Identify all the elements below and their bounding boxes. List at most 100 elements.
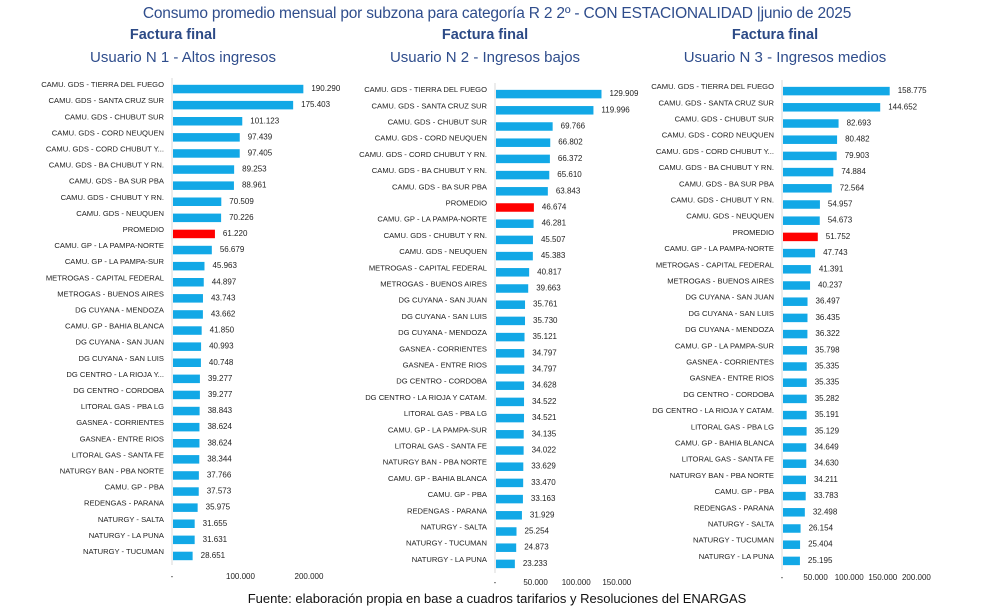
category-label: CAMU. GP - BAHIA BLANCA (65, 322, 165, 331)
category-label: CAMU. GDS - TIERRA DEL FUEGO (41, 80, 164, 89)
value-label: 51.752 (826, 232, 851, 241)
category-label: CAMU. GP - BAHIA BLANCA (388, 474, 488, 483)
bar (173, 487, 199, 496)
x-tick-label: 200.000 (295, 572, 324, 581)
category-label: DG CENTRO - CORDOBA (683, 390, 775, 399)
bar (496, 300, 526, 309)
bar (783, 524, 801, 533)
value-label: 38.624 (207, 422, 232, 431)
category-label: CAMU. GDS - SANTA CRUZ SUR (372, 101, 488, 110)
bar (783, 540, 801, 549)
value-label: 82.693 (847, 119, 872, 128)
panel-3-subtitle: Usuario N 3 - Ingresos medios (683, 49, 887, 66)
category-label: DG CENTRO - LA RIOJA Y... (66, 370, 164, 379)
value-label: 37.573 (207, 487, 232, 496)
bar (783, 491, 806, 501)
category-label: DG CUYANA - MENDOZA (685, 325, 775, 334)
bar (783, 86, 890, 96)
bar (173, 455, 200, 464)
value-label: 33.470 (531, 478, 556, 487)
category-label: GASNEA - ENTRE RIOS (403, 361, 487, 370)
category-label: LITORAL GAS - PBA LG (691, 422, 774, 431)
category-label: DG CENTRO - LA RIOJA Y CATAM. (652, 406, 774, 415)
value-label: 66.372 (558, 154, 583, 163)
bar (173, 117, 243, 126)
bar (496, 284, 529, 293)
value-label: 35.121 (533, 332, 558, 341)
bar (173, 358, 201, 367)
bar (173, 374, 200, 384)
category-label: CAMU. GDS - BA CHUBUT Y RN. (659, 163, 774, 172)
main-title: Consumo promedio mensual por subzona par… (142, 5, 852, 22)
value-label: 34.522 (532, 397, 557, 406)
bar (496, 187, 548, 196)
bar (173, 503, 198, 512)
category-label: CAMU. GDS - CHUBUT Y RN. (384, 231, 487, 240)
category-label: NATURGY - TUCUMAN (406, 539, 487, 548)
bar (496, 235, 533, 245)
value-label: 46.674 (542, 203, 567, 212)
bar (173, 278, 204, 287)
value-label: 38.344 (207, 454, 232, 463)
value-label: 38.624 (207, 438, 232, 447)
bar (173, 551, 193, 561)
bar (783, 265, 811, 274)
category-label: DG CUYANA - SAN LUIS (78, 354, 164, 363)
category-label: DG CUYANA - MENDOZA (398, 328, 488, 337)
value-label: 36.322 (815, 329, 840, 338)
value-label: 25.254 (525, 527, 550, 536)
value-label: 39.277 (208, 374, 233, 383)
bar (496, 478, 524, 488)
source-footnote: Fuente: elaboración propia en base a cua… (247, 591, 747, 606)
category-label: DG CUYANA - SAN JUAN (76, 338, 164, 347)
x-tick-label: - (781, 573, 784, 582)
category-label: METROGAS - BUENOS AIRES (380, 280, 487, 289)
value-label: 54.673 (828, 216, 853, 225)
value-label: 28.651 (201, 551, 226, 560)
panel-1-title: Factura final (129, 27, 217, 43)
bar (783, 556, 800, 566)
x-tick-label: 150.000 (868, 573, 897, 582)
bar (173, 422, 200, 432)
value-label: 35.129 (815, 426, 840, 435)
bar-promedio (496, 203, 534, 212)
category-label: CAMU. GP - LA PAMPA-NORTE (377, 215, 487, 224)
x-tick-label: - (494, 578, 497, 587)
bar (783, 216, 820, 225)
bar (496, 430, 524, 439)
category-label: CAMU. GP - LA PAMPA-NORTE (664, 244, 774, 253)
category-label: LITORAL GAS - SANTA FE (72, 450, 164, 459)
category-label: CAMU. GP - LA PAMPA-SUR (675, 341, 775, 350)
bar (173, 439, 200, 448)
value-label: 34.211 (814, 475, 838, 484)
category-label: LITORAL GAS - SANTA FE (682, 455, 774, 464)
bar (173, 326, 202, 335)
bar (783, 135, 838, 144)
category-label: CAMU. GDS - CORD NEUQUEN (375, 134, 487, 143)
bar (496, 251, 533, 261)
bar (496, 494, 523, 504)
value-label: 41.391 (819, 264, 844, 273)
value-label: 33.783 (814, 491, 839, 500)
category-label: DG CENTRO - LA RIOJA Y CATAM. (365, 393, 487, 402)
bar (783, 119, 839, 128)
value-label: 35.282 (815, 394, 840, 403)
bar (783, 103, 881, 112)
category-label: DG CUYANA - SAN JUAN (399, 296, 487, 305)
chart-usuario-n1: CAMU. GDS - TIERRA DEL FUEGO 190.290 CAMU.… (41, 78, 341, 581)
category-label: PROMEDIO (446, 199, 487, 208)
category-label: GASNEA - ENTRE RIOS (690, 374, 774, 383)
bar (173, 165, 235, 174)
value-label: 80.482 (845, 135, 870, 144)
bar (173, 245, 212, 255)
bar (173, 310, 203, 319)
value-label: 45.963 (212, 261, 237, 270)
x-tick-label: 50.000 (803, 573, 828, 582)
value-label: 34.797 (532, 365, 557, 374)
bar (173, 197, 222, 206)
value-label: 34.521 (532, 413, 557, 422)
category-label: CAMU. GDS - BA CHUBUT Y RN. (49, 161, 164, 170)
value-label: 97.405 (248, 148, 273, 157)
value-label: 32.498 (813, 507, 838, 516)
x-tick-label: 200.000 (902, 573, 931, 582)
